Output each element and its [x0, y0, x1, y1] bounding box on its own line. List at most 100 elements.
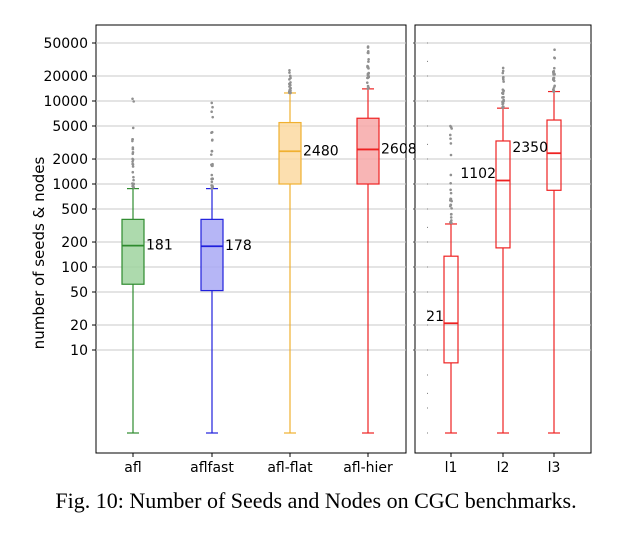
- outlier-point: [131, 160, 134, 163]
- x-tick-label: afl-flat: [267, 460, 313, 476]
- outlier-point: [131, 126, 135, 130]
- outlier-point: [553, 56, 556, 60]
- outlier-point: [210, 130, 214, 134]
- figure-caption: Fig. 10: Number of Seeds and Nodes on CG…: [55, 488, 577, 513]
- outlier-point: [501, 102, 504, 106]
- outlier-point: [211, 184, 214, 188]
- outlier-point: [132, 183, 135, 186]
- outlier-point: [449, 182, 452, 185]
- median-label: 2350: [512, 140, 548, 156]
- outlier-point: [131, 157, 134, 161]
- outlier-point: [131, 165, 135, 168]
- outlier-point: [288, 71, 291, 74]
- outlier-point: [501, 91, 504, 95]
- outlier-point: [552, 89, 555, 93]
- outlier-point: [131, 97, 134, 101]
- box-iqr: [200, 218, 224, 292]
- outlier-point: [288, 91, 292, 95]
- x-tick-label: l3: [548, 460, 561, 476]
- outlier-point: [449, 188, 452, 192]
- outlier-point: [501, 96, 504, 99]
- outlier-point: [552, 71, 555, 75]
- outlier-point: [131, 146, 135, 149]
- y-tick-label: 10000: [43, 94, 88, 110]
- outlier-point: [501, 66, 505, 70]
- outlier-point: [367, 60, 370, 63]
- outlier-point: [132, 100, 136, 103]
- outlier-point: [449, 220, 452, 224]
- outlier-point: [211, 177, 214, 181]
- outlier-point: [367, 71, 371, 75]
- outlier-point: [210, 149, 214, 153]
- box-iqr: [443, 255, 459, 364]
- outlier-point: [210, 173, 214, 177]
- outlier-point: [501, 88, 505, 91]
- outlier-point: [501, 106, 505, 110]
- y-tick-label: 1000: [52, 177, 88, 193]
- outlier-point: [450, 199, 453, 203]
- outlier-point: [449, 137, 452, 140]
- median-label: 2608: [381, 141, 417, 157]
- median-label: 21: [426, 309, 444, 325]
- outlier-point: [366, 46, 370, 49]
- outlier-point: [131, 170, 135, 174]
- y-tick-label: 500: [61, 202, 88, 218]
- median-label: 1102: [460, 166, 496, 182]
- y-tick-label: 20: [70, 318, 88, 334]
- box-afl-flat: 2480: [278, 68, 339, 434]
- x-tick-label: l2: [497, 460, 510, 476]
- y-tick-label: 2000: [52, 152, 88, 168]
- median-label: 181: [146, 238, 173, 254]
- box-iqr: [278, 121, 302, 185]
- outlier-point: [449, 124, 452, 128]
- box-l2: 1102: [460, 66, 511, 434]
- y-tick-label: 20000: [43, 69, 88, 85]
- outlier-point: [502, 99, 506, 103]
- plot-frame: [95, 24, 407, 454]
- outlier-point: [132, 178, 135, 182]
- outlier-point: [132, 186, 135, 189]
- outlier-point: [288, 68, 291, 72]
- outlier-point: [211, 105, 214, 109]
- outlier-point: [366, 64, 369, 68]
- outlier-point: [501, 69, 505, 73]
- box-iqr: [121, 218, 145, 285]
- outlier-point: [552, 76, 556, 80]
- box-l3: 2350: [512, 48, 562, 434]
- box-afl: 181: [121, 97, 173, 434]
- outlier-point: [502, 80, 505, 83]
- outlier-point: [449, 191, 453, 195]
- box-l1: 21: [426, 124, 459, 434]
- outlier-point: [211, 138, 214, 142]
- outlier-point: [211, 162, 214, 166]
- box-iqr: [356, 117, 380, 185]
- outlier-point: [210, 180, 214, 184]
- box-aflfast: 178: [200, 101, 252, 434]
- outlier-point: [449, 173, 453, 177]
- outlier-point: [366, 84, 370, 88]
- outlier-point: [501, 76, 505, 80]
- outlier-point: [449, 153, 453, 157]
- chart-panel-variants: 10 20 50 100 200 500 1000 2000 5000 10000 20000 500…: [43, 24, 417, 476]
- outlier-point: [289, 83, 292, 87]
- outlier-point: [450, 127, 453, 130]
- outlier-point: [131, 152, 135, 156]
- y-tick-label: 200: [61, 235, 88, 251]
- outlier-point: [132, 175, 135, 179]
- outlier-point: [365, 81, 369, 84]
- outlier-point: [450, 207, 453, 210]
- outlier-point: [449, 213, 453, 216]
- outlier-point: [131, 137, 134, 141]
- outlier-point: [448, 133, 452, 137]
- outlier-point: [367, 58, 370, 61]
- outlier-point: [367, 75, 371, 79]
- chart-panel-levels: 21 l1 1102 l2 2350 l3: [413, 24, 592, 476]
- outlier-point: [367, 51, 370, 55]
- outlier-point: [552, 79, 556, 83]
- outlier-point: [553, 48, 556, 52]
- box-iqr: [546, 119, 562, 191]
- outlier-point: [131, 162, 134, 166]
- outlier-point: [553, 66, 556, 70]
- x-tick-label: l1: [445, 460, 458, 476]
- outlier-point: [449, 216, 453, 219]
